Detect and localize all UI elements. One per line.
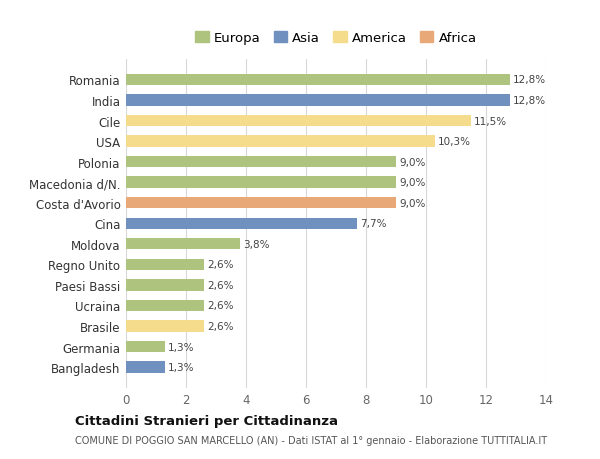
Bar xyxy=(126,218,357,230)
Text: 9,0%: 9,0% xyxy=(399,157,425,167)
Bar xyxy=(126,75,510,86)
Text: 2,6%: 2,6% xyxy=(207,280,233,290)
Bar xyxy=(126,362,165,373)
Bar xyxy=(126,259,204,270)
Bar xyxy=(126,198,396,209)
Bar xyxy=(126,95,510,106)
Text: 9,0%: 9,0% xyxy=(399,198,425,208)
Text: 3,8%: 3,8% xyxy=(243,239,269,249)
Text: 9,0%: 9,0% xyxy=(399,178,425,188)
Text: 10,3%: 10,3% xyxy=(438,137,471,147)
Bar xyxy=(126,177,396,188)
Bar xyxy=(126,239,240,250)
Text: 7,7%: 7,7% xyxy=(360,219,386,229)
Text: Cittadini Stranieri per Cittadinanza: Cittadini Stranieri per Cittadinanza xyxy=(75,414,338,428)
Text: 1,3%: 1,3% xyxy=(168,362,194,372)
Bar xyxy=(126,280,204,291)
Text: 12,8%: 12,8% xyxy=(513,75,546,85)
Text: 2,6%: 2,6% xyxy=(207,301,233,311)
Bar xyxy=(126,300,204,311)
Text: 12,8%: 12,8% xyxy=(513,96,546,106)
Text: 2,6%: 2,6% xyxy=(207,260,233,270)
Bar xyxy=(126,136,435,147)
Legend: Europa, Asia, America, Africa: Europa, Asia, America, Africa xyxy=(190,27,482,50)
Bar xyxy=(126,341,165,353)
Text: 2,6%: 2,6% xyxy=(207,321,233,331)
Text: COMUNE DI POGGIO SAN MARCELLO (AN) - Dati ISTAT al 1° gennaio - Elaborazione TUT: COMUNE DI POGGIO SAN MARCELLO (AN) - Dat… xyxy=(75,435,547,445)
Bar xyxy=(126,116,471,127)
Bar xyxy=(126,321,204,332)
Text: 11,5%: 11,5% xyxy=(474,116,507,126)
Text: 1,3%: 1,3% xyxy=(168,342,194,352)
Bar xyxy=(126,157,396,168)
